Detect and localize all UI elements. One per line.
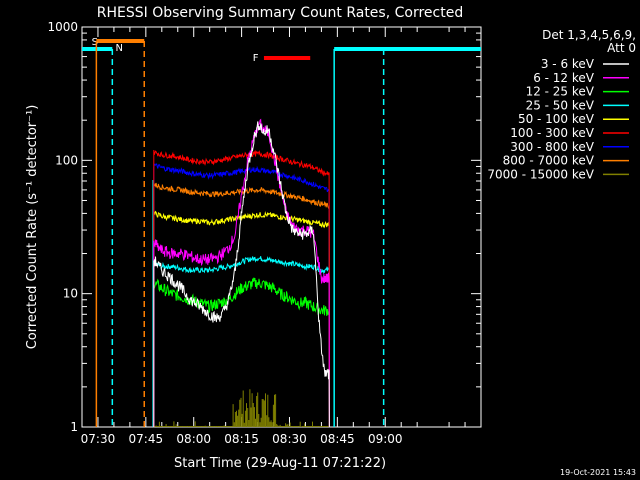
plot-frame xyxy=(81,26,482,428)
series-trace-2 xyxy=(153,277,330,428)
legend-entry-label: 3 - 6 keV xyxy=(541,57,595,71)
legend-entry-label: 50 - 100 keV xyxy=(518,112,595,126)
y-tick-label: 1000 xyxy=(47,20,78,34)
chart-title: RHESSI Observing Summary Count Rates, Co… xyxy=(97,5,463,21)
x-tick-label: 09:00 xyxy=(368,432,403,446)
series-trace-3 xyxy=(153,256,330,428)
x-tick-label: 07:30 xyxy=(81,432,116,446)
timestamp-footer: 19-Oct-2021 15:43 xyxy=(560,468,636,477)
x-tick-label: 08:45 xyxy=(320,432,355,446)
legend-title-line: Att 0 xyxy=(607,41,636,55)
series-trace-1 xyxy=(153,118,330,428)
series-layer xyxy=(153,118,330,428)
legend-entry-label: 800 - 7000 keV xyxy=(503,154,595,168)
night-label: N xyxy=(116,43,123,54)
y-axis-label: Corrected Count Rate (s⁻¹ detector⁻¹) xyxy=(25,105,40,350)
events-layer: S N F xyxy=(82,37,481,427)
x-tick-label: 07:45 xyxy=(129,432,164,446)
x-tick-label: 08:15 xyxy=(224,432,259,446)
series-trace-0 xyxy=(153,121,330,428)
y-tick-label: 1 xyxy=(70,420,78,434)
legend-title-line: Det 1,3,4,5,6,9, xyxy=(542,28,636,42)
legend-entry-label: 300 - 800 keV xyxy=(510,140,594,154)
legend-entry-label: 25 - 50 keV xyxy=(526,98,595,112)
y-tick-label: 10 xyxy=(63,287,78,301)
legend-entry-label: 7000 - 15000 keV xyxy=(487,167,594,181)
x-axis-label: Start Time (29-Aug-11 07:21:22) xyxy=(174,456,386,471)
legend-entry-label: 6 - 12 keV xyxy=(533,71,595,85)
x-tick-label: 08:30 xyxy=(272,432,307,446)
axes-layer: 1 10 100 1000 07:30 07:45 08:00 08:15 08:30 08:45… xyxy=(47,20,481,446)
saa-label: S xyxy=(92,37,98,48)
flare-label: F xyxy=(253,53,259,64)
series-trace-5 xyxy=(153,149,330,428)
legend-entry-label: 12 - 25 keV xyxy=(526,85,595,99)
legend-entry-label: 100 - 300 keV xyxy=(510,126,594,140)
series-trace-6 xyxy=(153,163,330,428)
series-trace-8 xyxy=(153,389,330,427)
y-tick-label: 100 xyxy=(55,153,78,167)
x-tick-label: 08:00 xyxy=(176,432,211,446)
series-trace-4 xyxy=(153,210,330,428)
